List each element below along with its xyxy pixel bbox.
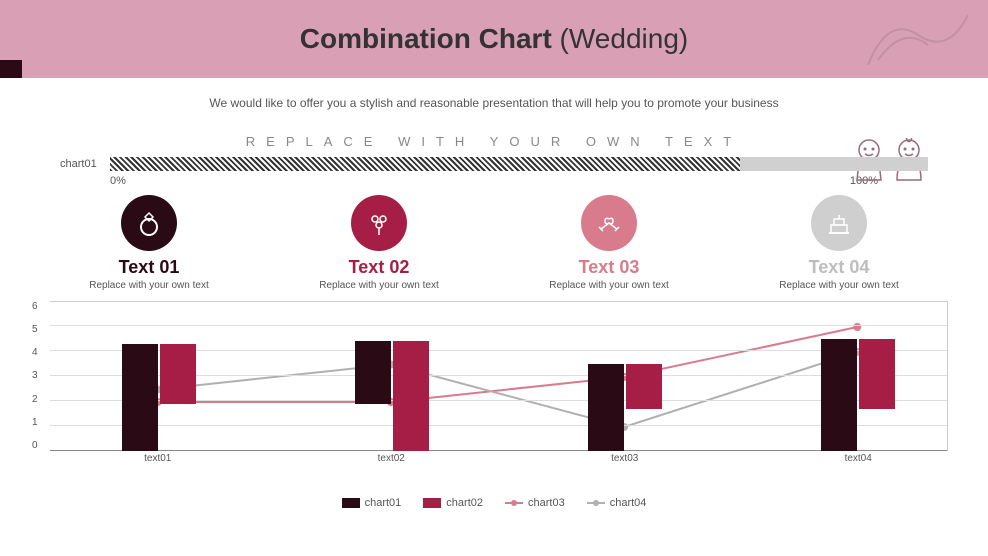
gridline: [50, 325, 947, 326]
ring-icon: [135, 209, 163, 237]
legend-line-swatch: [587, 500, 605, 506]
circles-row: Text 01Replace with your own textText 02…: [0, 195, 988, 291]
bar-group-text02: [355, 341, 429, 451]
progress-row: chart01: [60, 157, 928, 171]
legend-label: chart01: [365, 497, 402, 509]
progress-label: chart01: [60, 158, 110, 170]
y-tick: 6: [32, 301, 38, 312]
y-tick: 0: [32, 440, 38, 451]
chart-legend: chart01 chart02 chart03 chart04: [0, 497, 988, 509]
bar-group-text01: [122, 344, 196, 452]
progress-scale: 0% 100%: [110, 175, 878, 187]
legend-label: chart02: [446, 497, 483, 509]
bar-chart01-text04: [821, 339, 857, 452]
legend-label: chart04: [610, 497, 647, 509]
y-tick: 1: [32, 417, 38, 428]
line-chart03: [158, 327, 858, 402]
bar-chart01-text03: [588, 364, 624, 452]
circle-item-3: Text 04 Replace with your own text: [764, 195, 914, 291]
circle-badge-0: [121, 195, 177, 251]
page-title: Combination Chart (Wedding): [300, 23, 688, 55]
title-rest: (Wedding): [552, 23, 688, 54]
legend-line-swatch: [505, 500, 523, 506]
circle-title-1: Text 02: [349, 257, 410, 278]
circle-subtitle-0: Replace with your own text: [89, 280, 209, 291]
bar-chart01-text01: [122, 344, 158, 452]
combination-chart: 6543210 text01text02text03text04: [50, 301, 948, 471]
circle-subtitle-3: Replace with your own text: [779, 280, 899, 291]
x-label: text03: [611, 453, 638, 464]
title-bold: Combination Chart: [300, 23, 552, 54]
legend-swatch: [423, 498, 441, 508]
progress-bar-fill: [110, 157, 740, 171]
cake-icon: [825, 209, 853, 237]
y-tick: 2: [32, 394, 38, 405]
x-label: text02: [378, 453, 405, 464]
circle-item-2: Text 03 Replace with your own text: [534, 195, 684, 291]
bar-chart02-text04: [859, 339, 895, 409]
x-label: text04: [845, 453, 872, 464]
chart-plot: [50, 301, 948, 451]
header-decoration: [858, 5, 978, 73]
x-label: text01: [144, 453, 171, 464]
circle-title-0: Text 01: [119, 257, 180, 278]
legend-item-chart04: chart04: [587, 497, 647, 509]
progress-bar-track: [110, 157, 928, 171]
bar-chart02-text02: [393, 341, 429, 451]
circle-item-0: Text 01 Replace with your own text: [74, 195, 224, 291]
circle-subtitle-1: Replace with your own text: [319, 280, 439, 291]
y-axis-labels: 6 5 4 3 2 1 0: [32, 301, 38, 451]
circle-title-3: Text 04: [809, 257, 870, 278]
y-tick: 4: [32, 347, 38, 358]
circle-subtitle-2: Replace with your own text: [549, 280, 669, 291]
subtitle-text: We would like to offer you a stylish and…: [0, 96, 988, 110]
bar-group-text04: [821, 339, 895, 452]
y-tick: 3: [32, 370, 38, 381]
circle-item-1: Text 02 Replace with your own text: [304, 195, 454, 291]
circle-badge-1: [351, 195, 407, 251]
spaced-heading: REPLACE WITH YOUR OWN TEXT: [0, 134, 988, 149]
side-accent: [0, 60, 22, 78]
bouquet-icon: [365, 209, 393, 237]
circle-title-2: Text 03: [579, 257, 640, 278]
legend-item-chart02: chart02: [423, 497, 483, 509]
bow-icon: [595, 209, 623, 237]
circle-badge-2: [581, 195, 637, 251]
legend-swatch: [342, 498, 360, 508]
line-chart04: [158, 352, 858, 427]
legend-item-chart03: chart03: [505, 497, 565, 509]
bar-chart01-text02: [355, 341, 391, 404]
bar-chart02-text03: [626, 364, 662, 409]
scale-left: 0%: [110, 175, 126, 187]
header-banner: Combination Chart (Wedding): [0, 0, 988, 78]
y-tick: 5: [32, 324, 38, 335]
legend-item-chart01: chart01: [342, 497, 402, 509]
bar-chart02-text01: [160, 344, 196, 404]
bar-group-text03: [588, 364, 662, 452]
legend-label: chart03: [528, 497, 565, 509]
circle-badge-3: [811, 195, 867, 251]
